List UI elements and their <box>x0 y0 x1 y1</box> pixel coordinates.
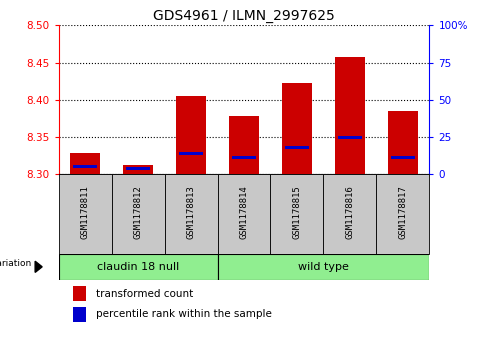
Bar <box>324 174 376 254</box>
Bar <box>73 286 86 301</box>
Text: genotype/variation: genotype/variation <box>0 259 32 268</box>
Polygon shape <box>35 261 42 272</box>
Bar <box>283 83 311 174</box>
Text: GSM1178813: GSM1178813 <box>186 186 196 240</box>
Bar <box>73 307 86 322</box>
Bar <box>388 111 418 174</box>
Text: GSM1178812: GSM1178812 <box>134 186 142 240</box>
Bar <box>164 174 218 254</box>
Bar <box>123 164 153 174</box>
Bar <box>232 156 256 159</box>
Bar <box>376 174 429 254</box>
Text: percentile rank within the sample: percentile rank within the sample <box>96 309 271 319</box>
Bar <box>70 154 100 174</box>
Bar <box>73 164 97 168</box>
Bar <box>335 57 365 174</box>
Text: GSM1178811: GSM1178811 <box>81 186 90 240</box>
Bar <box>59 254 218 280</box>
Text: wild type: wild type <box>298 262 349 272</box>
Bar <box>218 174 270 254</box>
Bar <box>391 156 415 159</box>
Text: GSM1178815: GSM1178815 <box>292 186 302 240</box>
Text: claudin 18 null: claudin 18 null <box>97 262 179 272</box>
Bar <box>338 135 362 139</box>
Bar <box>112 174 164 254</box>
Bar <box>126 167 150 170</box>
Bar <box>270 174 324 254</box>
Text: GSM1178814: GSM1178814 <box>240 186 248 240</box>
Bar <box>218 254 429 280</box>
Text: GSM1178816: GSM1178816 <box>346 186 354 240</box>
Title: GDS4961 / ILMN_2997625: GDS4961 / ILMN_2997625 <box>153 9 335 23</box>
Text: transformed count: transformed count <box>96 289 193 298</box>
Bar <box>179 152 203 155</box>
Bar <box>285 146 309 149</box>
Bar <box>59 174 112 254</box>
Bar <box>229 116 259 174</box>
Text: GSM1178817: GSM1178817 <box>398 186 407 240</box>
Bar <box>177 96 205 174</box>
